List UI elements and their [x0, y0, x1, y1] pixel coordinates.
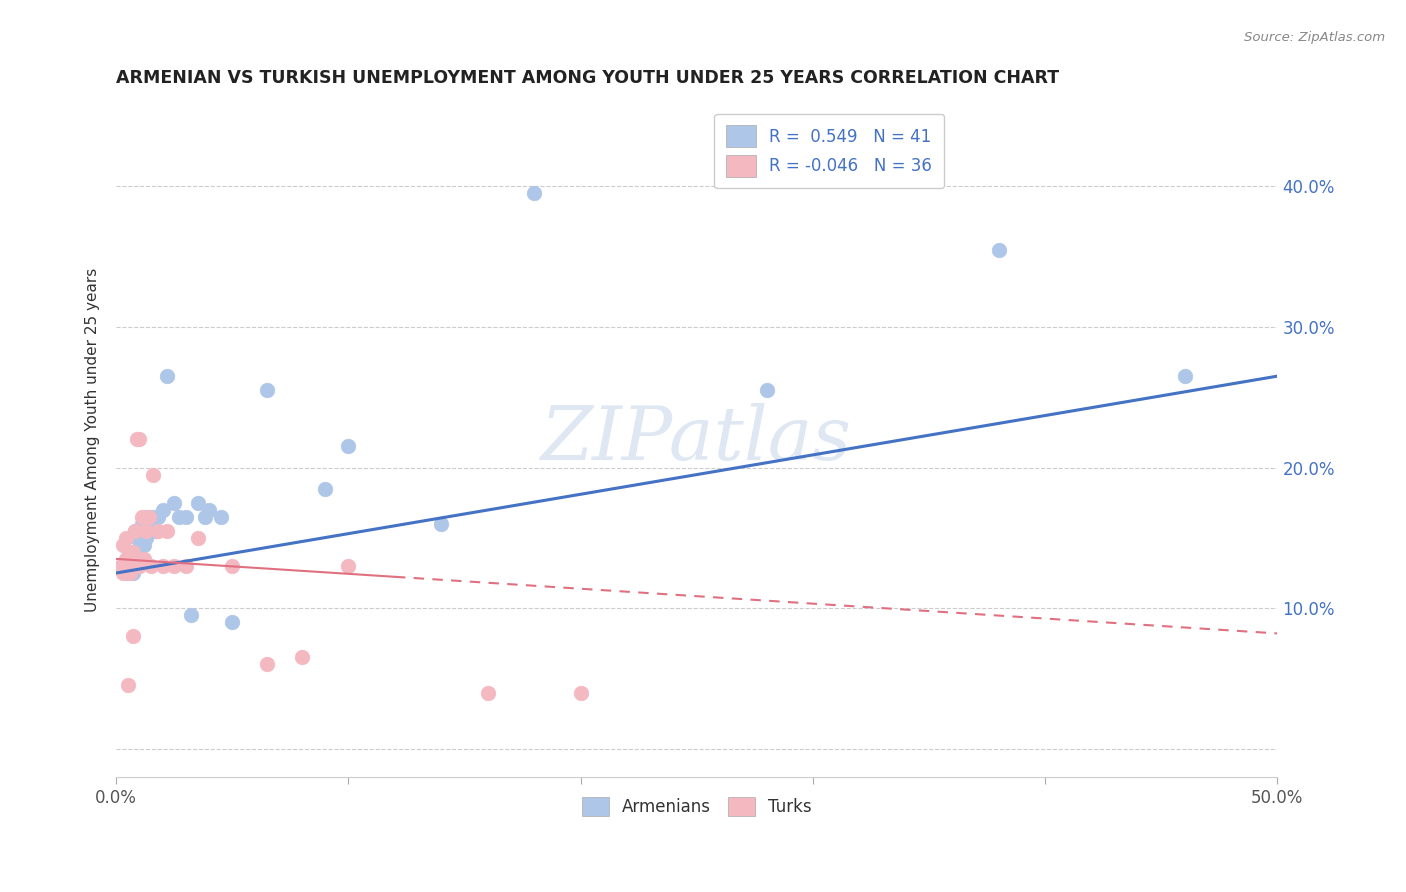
- Point: [127, 558, 149, 573]
- Point: [209, 509, 232, 524]
- Point: [180, 608, 202, 623]
- Point: [117, 552, 139, 566]
- Legend: Armenians, Turks: Armenians, Turks: [575, 790, 818, 822]
- Point: [523, 186, 546, 201]
- Point: [314, 482, 336, 496]
- Point: [987, 243, 1010, 257]
- Point: [114, 531, 136, 545]
- Point: [120, 558, 142, 573]
- Point: [187, 496, 209, 510]
- Point: [112, 558, 135, 573]
- Point: [114, 566, 136, 580]
- Text: ZIPatlas: ZIPatlas: [541, 403, 852, 475]
- Point: [110, 558, 132, 573]
- Point: [256, 383, 278, 397]
- Point: [127, 552, 149, 566]
- Point: [124, 558, 146, 573]
- Point: [152, 558, 174, 573]
- Point: [138, 524, 160, 538]
- Point: [139, 516, 162, 531]
- Point: [127, 433, 149, 447]
- Point: [156, 524, 179, 538]
- Point: [124, 524, 146, 538]
- Point: [569, 685, 592, 699]
- Point: [121, 545, 143, 559]
- Point: [128, 433, 150, 447]
- Point: [430, 516, 453, 531]
- Point: [120, 545, 142, 559]
- Point: [112, 538, 135, 552]
- Point: [221, 615, 243, 630]
- Point: [221, 558, 243, 573]
- Point: [1173, 369, 1195, 384]
- Point: [117, 558, 139, 573]
- Point: [124, 545, 146, 559]
- Point: [146, 509, 169, 524]
- Point: [337, 439, 360, 453]
- Point: [477, 685, 499, 699]
- Point: [128, 558, 150, 573]
- Point: [167, 509, 190, 524]
- Point: [142, 467, 165, 482]
- Point: [131, 516, 153, 531]
- Point: [291, 650, 314, 665]
- Point: [337, 558, 360, 573]
- Point: [127, 531, 149, 545]
- Point: [142, 509, 165, 524]
- Point: [134, 552, 156, 566]
- Point: [135, 509, 157, 524]
- Point: [193, 509, 215, 524]
- Text: ARMENIAN VS TURKISH UNEMPLOYMENT AMONG YOUTH UNDER 25 YEARS CORRELATION CHART: ARMENIAN VS TURKISH UNEMPLOYMENT AMONG Y…: [117, 69, 1059, 87]
- Point: [138, 509, 160, 524]
- Point: [146, 524, 169, 538]
- Point: [121, 629, 143, 643]
- Point: [135, 531, 157, 545]
- Point: [755, 383, 778, 397]
- Point: [112, 566, 135, 580]
- Point: [134, 538, 156, 552]
- Point: [114, 552, 136, 566]
- Point: [128, 558, 150, 573]
- Point: [156, 369, 179, 384]
- Point: [117, 678, 139, 692]
- Point: [145, 524, 167, 538]
- Y-axis label: Unemployment Among Youth under 25 years: Unemployment Among Youth under 25 years: [86, 268, 100, 612]
- Point: [198, 502, 221, 516]
- Point: [124, 524, 146, 538]
- Point: [131, 509, 153, 524]
- Text: Source: ZipAtlas.com: Source: ZipAtlas.com: [1244, 31, 1385, 45]
- Point: [187, 531, 209, 545]
- Point: [120, 558, 142, 573]
- Point: [174, 509, 197, 524]
- Point: [117, 552, 139, 566]
- Point: [174, 558, 197, 573]
- Point: [128, 524, 150, 538]
- Point: [256, 657, 278, 672]
- Point: [152, 502, 174, 516]
- Point: [120, 566, 142, 580]
- Point: [135, 524, 157, 538]
- Point: [121, 552, 143, 566]
- Point: [163, 496, 186, 510]
- Point: [163, 558, 186, 573]
- Point: [121, 566, 143, 580]
- Point: [139, 558, 162, 573]
